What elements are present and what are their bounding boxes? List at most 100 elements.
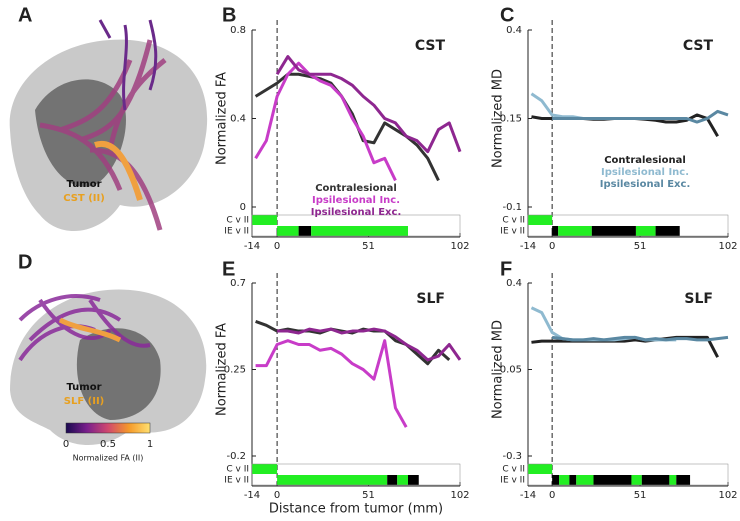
- series-line: [275, 55, 462, 154]
- x-tick-label: 0: [549, 241, 555, 252]
- y-tick-label: 0: [240, 202, 246, 213]
- image-label: Tumor: [66, 179, 101, 190]
- x-tick-label: 0: [274, 490, 280, 501]
- image-label: CST (II): [63, 193, 105, 204]
- y-tick-label: 0.4: [230, 114, 246, 125]
- series-line: [254, 72, 440, 182]
- series-line: [254, 61, 397, 182]
- y-tick-label: 0.8: [230, 25, 246, 36]
- panel-label: D: [18, 251, 32, 273]
- series-line: [530, 92, 677, 120]
- legend-entry: Ipsilesional Exc.: [311, 207, 402, 218]
- series-line: [530, 306, 677, 342]
- chart-title: SLF: [684, 291, 713, 307]
- sig-segment: [631, 475, 642, 485]
- sig-row-label: IE v II: [500, 476, 525, 486]
- x-tick-label: 0: [274, 241, 280, 252]
- x-tick-label: 51: [362, 490, 375, 501]
- sig-segment: [558, 226, 592, 236]
- legend-entry: Ipsilesional Inc.: [312, 195, 400, 206]
- y-tick-label: 0.05: [500, 365, 522, 376]
- x-tick-label: 102: [718, 241, 737, 252]
- y-axis-label: Normalized MD: [491, 69, 506, 168]
- sig-segment: [252, 464, 278, 474]
- x-axis-label: Distance from tumor (mm): [269, 502, 443, 517]
- sig-segment: [311, 226, 408, 236]
- sig-segment: [552, 226, 559, 236]
- sig-row-label: C v II: [502, 465, 525, 475]
- x-tick-label: 51: [634, 241, 647, 252]
- sig-row-label: C v II: [502, 216, 525, 226]
- sig-segment: [397, 475, 408, 485]
- x-tick-label: 51: [634, 490, 647, 501]
- sig-segment: [387, 475, 398, 485]
- sig-segment: [252, 215, 278, 225]
- legend-entry: Contralesional: [315, 183, 397, 194]
- colorbar-tick-label: 0.5: [100, 439, 116, 450]
- x-tick-label: 0: [549, 490, 555, 501]
- x-tick-label: 102: [718, 490, 737, 501]
- sig-row-label: C v II: [226, 216, 249, 226]
- chart-title: CST: [415, 38, 446, 54]
- sig-segment: [593, 475, 632, 485]
- y-axis-label: Normalized FA: [215, 72, 230, 165]
- legend-entry: Ipsilesional Inc.: [601, 167, 689, 178]
- brain-image: [9, 19, 208, 232]
- sig-segment: [552, 475, 560, 485]
- x-tick-label: -14: [244, 490, 260, 501]
- series-line: [277, 327, 462, 362]
- y-tick-label: -0.2: [226, 451, 246, 462]
- sig-frame: [251, 463, 461, 486]
- sig-row-label: IE v II: [224, 227, 249, 237]
- y-tick-label: -0.1: [502, 202, 522, 213]
- colorbar-label: Normalized FA (II): [73, 454, 144, 463]
- panel-label: A: [18, 4, 32, 26]
- y-axis-label: Normalized FA: [215, 323, 230, 416]
- sig-segment: [641, 475, 670, 485]
- sig-row-label: IE v II: [224, 476, 249, 486]
- x-tick-label: 102: [450, 490, 469, 501]
- sig-segment: [528, 215, 553, 225]
- sig-row-label: IE v II: [500, 227, 525, 237]
- colorbar: [65, 422, 151, 434]
- sig-segment: [676, 475, 691, 485]
- sig-segment: [669, 475, 677, 485]
- sig-segment: [277, 475, 388, 485]
- sig-frame: [527, 214, 729, 237]
- chart-title: CST: [683, 38, 714, 54]
- sig-frame: [527, 463, 729, 486]
- panel-label: E: [222, 258, 235, 280]
- y-tick-label: 0.15: [500, 114, 522, 125]
- sig-segment: [576, 475, 594, 485]
- y-axis-label: Normalized MD: [491, 320, 506, 419]
- series-line: [551, 335, 729, 342]
- legend-entry: Contralesional: [604, 155, 686, 166]
- image-label: Tumor: [66, 382, 101, 393]
- sig-segment: [298, 226, 312, 236]
- colorbar-tick-label: 0: [63, 439, 69, 450]
- x-tick-label: -14: [520, 241, 536, 252]
- sig-segment: [591, 226, 636, 236]
- x-tick-label: -14: [520, 490, 536, 501]
- legend-entry: Ipsilesional Exc.: [600, 179, 691, 190]
- y-tick-label: 0.7: [230, 278, 246, 289]
- colorbar-tick-label: 1: [147, 439, 153, 450]
- sig-segment: [528, 464, 553, 474]
- x-tick-label: 51: [362, 241, 375, 252]
- sig-segment: [635, 226, 656, 236]
- sig-segment: [569, 475, 577, 485]
- y-tick-label: 0.25: [224, 365, 246, 376]
- sig-frame: [251, 214, 461, 237]
- panel-label: F: [500, 258, 512, 280]
- y-tick-label: 0.4: [506, 278, 522, 289]
- sig-segment: [655, 226, 680, 236]
- brain-image: [10, 289, 207, 445]
- sig-row-label: C v II: [226, 465, 249, 475]
- x-tick-label: -14: [244, 241, 260, 252]
- image-label: SLF (II): [64, 396, 104, 407]
